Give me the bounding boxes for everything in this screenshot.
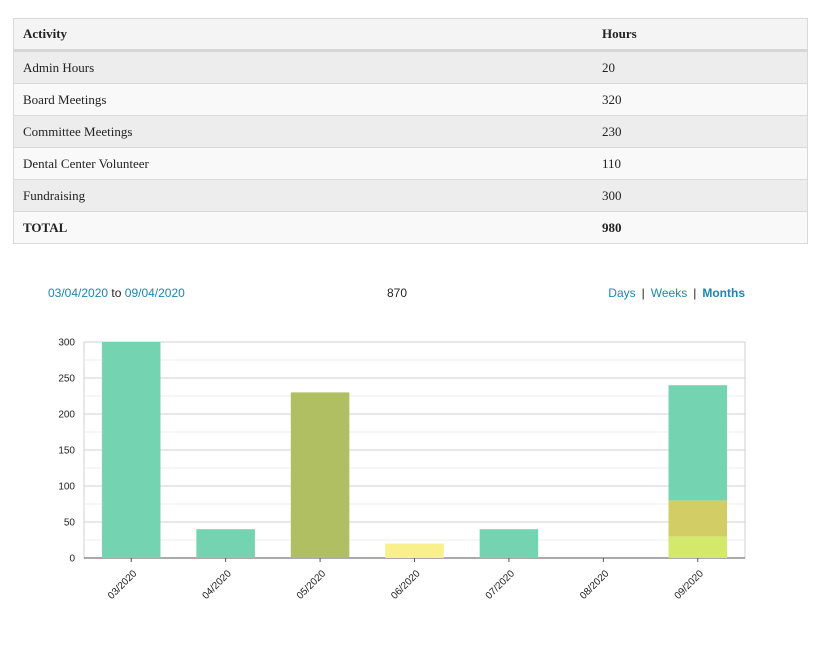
- total-label: TOTAL: [13, 211, 593, 244]
- bar-segment: [385, 543, 444, 558]
- end-date-link[interactable]: 09/04/2020: [124, 286, 185, 300]
- view-mode-switcher: Days | Weeks | Months: [608, 286, 745, 300]
- activity-cell: Dental Center Volunteer: [13, 147, 593, 180]
- table-row: Committee Meetings 230: [13, 115, 808, 148]
- bar-segment: [479, 529, 539, 558]
- date-range: 03/04/2020 to 09/04/2020: [48, 286, 185, 300]
- weeks-mode-link[interactable]: Weeks: [650, 286, 688, 300]
- x-tick-label: 07/2020: [484, 568, 518, 602]
- hours-cell: 300: [593, 179, 808, 212]
- x-tick-label: 05/2020: [295, 568, 329, 602]
- bar-segment: [668, 500, 728, 537]
- y-tick-label: 0: [69, 554, 75, 565]
- date-range-to: to: [111, 286, 122, 300]
- bar-segment: [668, 536, 728, 558]
- start-date-link[interactable]: 03/04/2020: [48, 286, 109, 300]
- activity-cell: Fundraising: [13, 179, 593, 212]
- bar-segment: [668, 385, 728, 501]
- activity-cell: Committee Meetings: [13, 115, 593, 148]
- hours-column-header: Hours: [593, 18, 808, 52]
- mode-separator: |: [693, 286, 697, 300]
- date-range-bar: 03/04/2020 to 09/04/2020 870 Days | Weeks |…: [48, 286, 745, 304]
- y-tick-label: 100: [58, 482, 75, 493]
- hours-cell: 20: [593, 50, 808, 84]
- x-tick-label: 08/2020: [578, 568, 612, 602]
- bar-segment: [290, 392, 350, 558]
- table-row: Fundraising 300: [13, 179, 808, 212]
- range-total-hours: 870: [387, 286, 408, 300]
- table-row: Board Meetings 320: [13, 83, 808, 116]
- bar-segment: [196, 529, 255, 558]
- mode-separator: |: [641, 286, 645, 300]
- activity-cell: Board Meetings: [13, 83, 593, 116]
- total-row: TOTAL 980: [13, 211, 808, 244]
- x-tick-label: 03/2020: [106, 568, 140, 602]
- y-tick-label: 200: [58, 410, 75, 421]
- total-hours: 980: [593, 211, 808, 244]
- hours-cell: 320: [593, 83, 808, 116]
- hours-cell: 110: [593, 147, 808, 180]
- y-tick-label: 300: [58, 338, 75, 349]
- y-tick-label: 150: [58, 446, 75, 457]
- months-mode-link[interactable]: Months: [702, 286, 745, 300]
- table-row: Admin Hours 20: [13, 50, 808, 84]
- y-tick-label: 250: [58, 374, 75, 385]
- bar-segment: [101, 342, 161, 558]
- hours-cell: 230: [593, 115, 808, 148]
- x-tick-label: 09/2020: [673, 568, 707, 602]
- table-row: Dental Center Volunteer 110: [13, 147, 808, 180]
- x-tick-label: 04/2020: [200, 568, 234, 602]
- table-header-row: Activity Hours: [13, 18, 808, 52]
- x-tick-label: 06/2020: [389, 568, 423, 602]
- days-mode-link[interactable]: Days: [608, 286, 636, 300]
- activity-hours-table: Activity Hours Admin Hours 20 Board Meet…: [13, 18, 808, 244]
- y-tick-label: 50: [64, 518, 76, 529]
- activity-cell: Admin Hours: [13, 50, 593, 84]
- activity-column-header: Activity: [13, 18, 593, 52]
- monthly-hours-bar-chart: 0 50 100 150 200 250 300 03/2020 04/2020 05/2020 0…: [58, 338, 746, 602]
